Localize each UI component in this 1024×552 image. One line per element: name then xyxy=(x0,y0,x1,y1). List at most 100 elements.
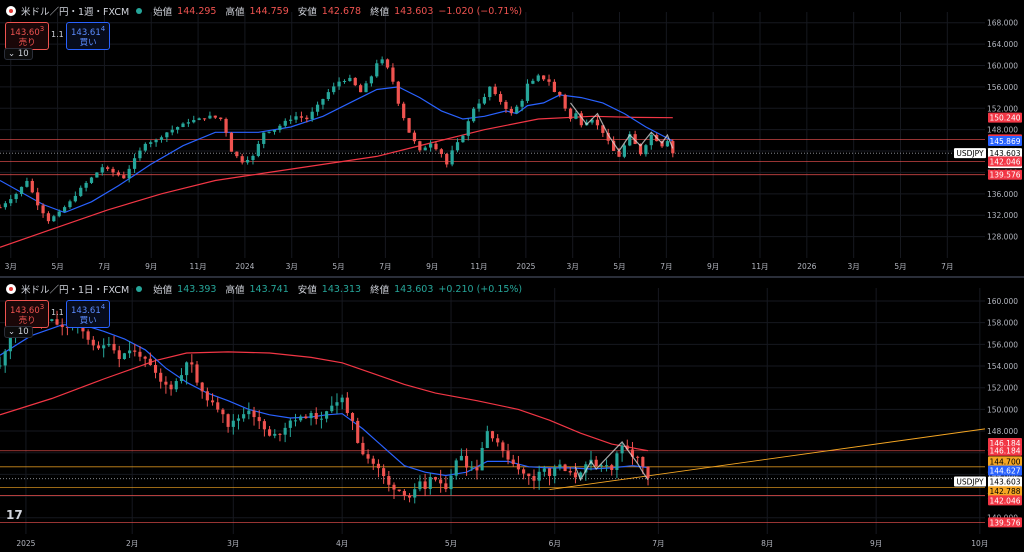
x-tick-label: 3月 xyxy=(5,262,17,271)
candle-body xyxy=(542,468,546,472)
weekly-chart-canvas[interactable]: 3月 5月 7月 9月 11月 2024 3月 5月 7月 9月 11月 2025 3月 5月 7月 9月 11… xyxy=(0,0,1024,276)
candle-body xyxy=(304,416,308,419)
candle-body xyxy=(371,458,375,464)
x-tick-label: 11月 xyxy=(751,262,768,271)
candle-body xyxy=(208,115,212,119)
open-value: 143.393 xyxy=(177,283,217,295)
candle-body xyxy=(527,473,531,477)
candle-body xyxy=(402,103,406,119)
candle-body xyxy=(73,195,77,202)
x-tick-label: 8月 xyxy=(761,539,773,548)
candle-body xyxy=(369,76,374,84)
sell-button[interactable]: 143.603 売り xyxy=(5,300,50,328)
candle-body xyxy=(305,117,309,120)
candle-body xyxy=(644,145,648,155)
candle-body xyxy=(350,413,355,421)
daily-symbol[interactable]: 米ドル／円・1日・FXCM xyxy=(21,285,130,296)
x-tick-label: 2025 xyxy=(516,262,535,271)
candle-body xyxy=(273,433,277,436)
open-value: 144.295 xyxy=(177,5,217,17)
candle-body xyxy=(335,402,339,406)
weekly-symbol[interactable]: 米ドル／円・1週・FXCM xyxy=(21,7,130,18)
candle-body xyxy=(294,116,298,120)
sell-button[interactable]: 143.603 売り xyxy=(5,22,50,50)
usdjpy-flag-icon xyxy=(6,284,16,294)
candle-body xyxy=(25,180,29,187)
candle-body xyxy=(532,476,536,481)
candle-body xyxy=(547,468,552,476)
buy-button[interactable]: 143.614 買い xyxy=(66,300,111,328)
price-tag xyxy=(988,517,1022,528)
y-tick-label: 158.000 xyxy=(987,319,1018,328)
candle-body xyxy=(418,141,422,151)
candle-body xyxy=(506,451,510,460)
candle-body xyxy=(122,353,126,360)
candle-body xyxy=(251,155,255,160)
x-tick-label: 11月 xyxy=(471,262,488,271)
candle-body xyxy=(610,465,614,471)
price-tag-label: 143.603 xyxy=(989,149,1020,158)
candle-body xyxy=(219,117,223,119)
x-tick-label: 3月 xyxy=(848,262,860,271)
price-tag-label: 146.184 xyxy=(989,447,1020,456)
candle-body xyxy=(375,63,379,77)
candle-body xyxy=(633,134,637,145)
x-tick-label: 5月 xyxy=(445,539,457,548)
candle-body xyxy=(579,472,583,478)
buy-price: 143.61 xyxy=(71,305,101,316)
candle-body xyxy=(257,417,261,422)
x-tick-label: 7月 xyxy=(98,262,110,271)
candle-body xyxy=(107,343,111,346)
candle-body xyxy=(326,92,330,100)
candle-body xyxy=(325,411,329,419)
candle-body xyxy=(617,150,621,157)
candle-body xyxy=(337,81,341,87)
sell-label: 売り xyxy=(18,37,36,48)
weekly-chart-pane[interactable]: 3月 5月 7月 9月 11月 2024 3月 5月 7月 9月 11月 2025 3月 5月 7月 9月 11… xyxy=(0,0,1024,276)
candle-body xyxy=(86,331,90,340)
candle-body xyxy=(537,471,541,481)
indicator-count-toggle[interactable]: ⌄ 10 xyxy=(4,48,33,60)
candle-body xyxy=(475,467,479,471)
candle-body xyxy=(628,134,632,146)
candle-body xyxy=(348,77,352,82)
candle-body xyxy=(128,350,132,354)
candle-body xyxy=(488,86,492,98)
candle-body xyxy=(283,427,287,435)
high-label: 高値 xyxy=(225,7,245,18)
y-tick-label: 132.000 xyxy=(987,211,1018,220)
symbol-tag xyxy=(954,476,986,487)
price-tag-label: 144.627 xyxy=(989,467,1020,476)
candle-body xyxy=(117,350,121,360)
y-tick-label: 150.000 xyxy=(987,405,1018,414)
candle-body xyxy=(412,132,417,142)
market-status-icon xyxy=(136,286,143,292)
tradingview-logo[interactable]: 17 xyxy=(6,508,23,522)
candle-body xyxy=(433,477,438,480)
y-tick-label: 136.000 xyxy=(987,190,1018,199)
candle-body xyxy=(192,119,196,123)
candle-body xyxy=(262,132,266,144)
candle-body xyxy=(568,108,573,119)
buy-button[interactable]: 143.614 買い xyxy=(66,22,111,50)
candle-body xyxy=(382,468,386,477)
candle-body xyxy=(256,143,260,156)
candle-body xyxy=(213,115,217,118)
candle-body xyxy=(385,59,390,68)
candle-body xyxy=(138,351,142,357)
pane-separator[interactable] xyxy=(0,276,1024,278)
change-value: −1.020 (−0.71%) xyxy=(438,5,523,17)
candle-body xyxy=(455,142,460,151)
price-tag-label: 144.700 xyxy=(989,457,1020,466)
daily-chart-pane[interactable]: 20252月3月4月5月6月7月8月9月10月140.000142.000144… xyxy=(0,278,1024,552)
candle-body xyxy=(102,345,106,349)
candle-body xyxy=(68,201,72,208)
daily-chart-canvas[interactable]: 20252月3月4月5月6月7月8月9月10月140.000142.000144… xyxy=(0,278,1024,552)
indicator-count-toggle[interactable]: ⌄ 10 xyxy=(4,326,33,338)
candle-body xyxy=(522,469,526,474)
candle-body xyxy=(552,81,557,93)
x-tick-label: 2026 xyxy=(797,262,816,271)
candle-body xyxy=(165,132,169,138)
candle-body xyxy=(418,481,422,490)
price-tag xyxy=(988,112,1022,123)
